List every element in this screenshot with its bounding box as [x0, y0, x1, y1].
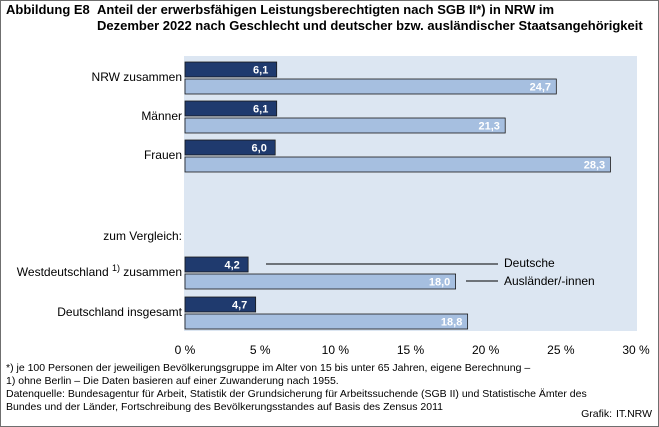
- category-label: Männer: [141, 109, 182, 123]
- data-label: 4,7: [232, 300, 247, 312]
- bar-auslaender: [184, 273, 457, 290]
- credit-label: Grafik:: [581, 408, 613, 420]
- legend: Deutsche Ausländer/-innen: [266, 256, 595, 288]
- category-label: NRW zusammen: [92, 70, 182, 84]
- bar-deutsche: [184, 256, 249, 273]
- bar-deutsche: [184, 61, 278, 78]
- data-label: 24,7: [530, 82, 551, 94]
- category-label: Westdeutschland 1) zusammen: [17, 263, 182, 279]
- plot-area: [184, 56, 637, 331]
- x-tick-label: 10 %: [322, 343, 350, 357]
- footnote-source: Datenquelle: Bundesagentur für Arbeit, S…: [6, 388, 587, 400]
- footnote-source-cont: Bundes und der Länder, Fortschreibung de…: [6, 401, 444, 413]
- data-label: 21,3: [478, 121, 499, 133]
- x-tick-label: 30 %: [622, 343, 650, 357]
- legend-deutsche: Deutsche: [504, 256, 555, 270]
- x-axis: 0 % 5 % 10 % 15 % 20 % 25 % 30 %: [175, 343, 650, 357]
- footnote-definition: *) je 100 Personen der jeweiligen Bevölk…: [6, 362, 531, 374]
- x-tick-label: 20 %: [472, 343, 500, 357]
- data-label: 4,2: [224, 260, 239, 272]
- bar-deutsche: [184, 139, 276, 156]
- data-label: 18,8: [441, 317, 462, 329]
- group-label: zum Vergleich:: [103, 229, 182, 243]
- data-label: 6,0: [252, 143, 267, 155]
- data-label: 28,3: [584, 160, 605, 172]
- data-label: 6,1: [253, 104, 268, 116]
- data-label: 18,0: [429, 277, 450, 289]
- bars: 6,1 24,7 6,1 21,3 6,0 28,3 4,2 18,0 4,7 18,8: [184, 61, 611, 330]
- x-tick-label: 25 %: [547, 343, 575, 357]
- footnote-berlin: 1) ohne Berlin – Die Daten basieren auf …: [6, 375, 339, 387]
- credit-source: IT.NRW: [616, 408, 652, 420]
- chart-title-line-2: Dezember 2022 nach Geschlecht und deutsc…: [97, 18, 643, 33]
- legend-auslaender: Ausländer/-innen: [504, 274, 595, 288]
- bar-auslaender: [184, 117, 506, 134]
- chart-title-line-1: Anteil der erwerbsfähigen Leistungsberec…: [97, 2, 554, 17]
- x-tick-label: 15 %: [397, 343, 425, 357]
- credit: Grafik: IT.NRW: [577, 408, 652, 420]
- x-tick-label: 5 %: [250, 343, 271, 357]
- bar-auslaender: [184, 313, 469, 330]
- category-labels: NRW zusammen Männer Frauen Westdeutschland …: [17, 70, 183, 319]
- bar-deutsche: [184, 100, 278, 117]
- data-label: 6,1: [253, 65, 268, 77]
- x-tick-label: 0 %: [175, 343, 196, 357]
- bar-deutsche: [184, 296, 257, 313]
- bar-auslaender: [184, 156, 611, 173]
- bar-auslaender: [184, 78, 557, 95]
- category-label: Deutschland insgesamt: [57, 305, 182, 319]
- figure-number: Abbildung E8: [6, 2, 90, 17]
- category-label: Frauen: [144, 148, 182, 162]
